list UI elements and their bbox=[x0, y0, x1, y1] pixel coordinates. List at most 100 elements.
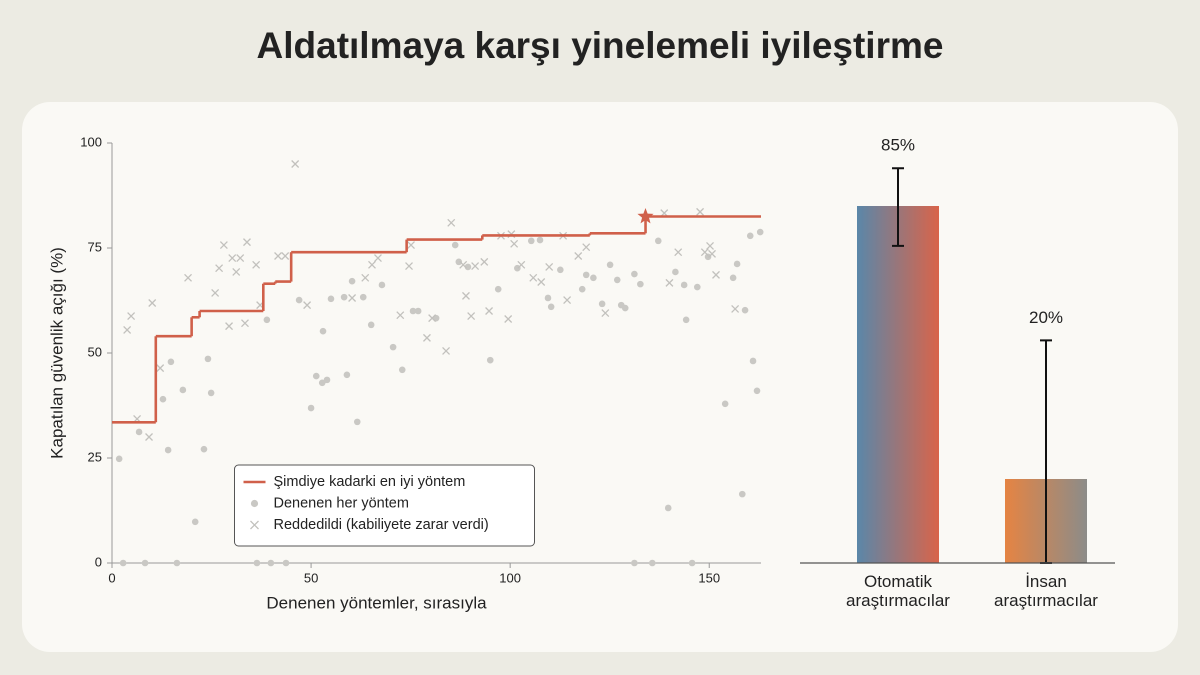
point bbox=[282, 559, 290, 567]
rejected-point bbox=[184, 273, 193, 282]
rejected-point bbox=[706, 241, 714, 250]
point bbox=[654, 237, 662, 245]
x-axis-label: Denenen yöntemler, sırasıyla bbox=[266, 593, 487, 612]
legend-swatch bbox=[250, 520, 259, 530]
rejected-point bbox=[545, 262, 554, 271]
rejected-point bbox=[281, 252, 290, 260]
point bbox=[664, 504, 672, 512]
rejected-point bbox=[731, 304, 740, 313]
point bbox=[494, 285, 502, 293]
point bbox=[359, 293, 367, 301]
point bbox=[323, 376, 331, 384]
point bbox=[319, 327, 327, 335]
error-bar bbox=[892, 167, 904, 247]
point bbox=[486, 356, 494, 364]
rejected-point bbox=[712, 270, 720, 279]
point bbox=[312, 372, 320, 380]
rejected-point bbox=[241, 319, 249, 328]
card bbox=[22, 102, 1178, 652]
point bbox=[738, 490, 746, 498]
rejected-point bbox=[517, 260, 526, 269]
rejected-point bbox=[348, 294, 357, 302]
rejected-point bbox=[145, 433, 153, 441]
point bbox=[348, 277, 356, 285]
point bbox=[704, 253, 712, 261]
point bbox=[295, 296, 303, 304]
point bbox=[536, 236, 544, 244]
rejected-point bbox=[462, 291, 470, 300]
rejected-point bbox=[529, 273, 538, 282]
rejected-point bbox=[374, 254, 382, 263]
point bbox=[746, 232, 754, 240]
rejected-point bbox=[665, 278, 674, 287]
rejected-point bbox=[485, 307, 494, 315]
point bbox=[631, 270, 638, 278]
point bbox=[693, 283, 701, 291]
rejected-point bbox=[674, 248, 683, 257]
x-tick-label: 100 bbox=[499, 570, 521, 585]
y-tick-label: 75 bbox=[88, 239, 102, 254]
point bbox=[141, 559, 149, 567]
rejected-point bbox=[563, 296, 572, 305]
legend-swatch bbox=[250, 499, 259, 508]
point bbox=[353, 418, 361, 426]
rejected-point bbox=[459, 260, 468, 269]
x-tick-label: 150 bbox=[698, 570, 720, 585]
rejected-point bbox=[291, 160, 300, 168]
category-label: Otomatik araştırmacılar bbox=[846, 572, 950, 610]
point bbox=[756, 228, 764, 236]
rejected-point bbox=[219, 241, 228, 250]
point bbox=[544, 294, 552, 302]
point bbox=[327, 295, 335, 303]
point bbox=[167, 358, 175, 366]
point bbox=[613, 276, 621, 284]
x-tick-label: 0 bbox=[108, 570, 115, 585]
point bbox=[414, 307, 422, 315]
best-star bbox=[637, 208, 654, 224]
rejected-point bbox=[252, 260, 261, 269]
rejected-point bbox=[361, 273, 370, 282]
point bbox=[721, 400, 729, 408]
point bbox=[253, 559, 261, 567]
point bbox=[173, 559, 181, 567]
point bbox=[191, 518, 199, 526]
rejected-point bbox=[232, 267, 241, 276]
rejected-point bbox=[442, 346, 451, 355]
point bbox=[637, 280, 644, 288]
rejected-point bbox=[696, 207, 705, 216]
rejected-point bbox=[303, 301, 312, 310]
point bbox=[682, 316, 690, 324]
point bbox=[389, 343, 397, 351]
rejected-point bbox=[471, 262, 480, 271]
point bbox=[729, 274, 737, 282]
point bbox=[631, 559, 638, 567]
page-title: Aldatılmaya karşı yinelemeli iyileştirme bbox=[257, 25, 944, 66]
point bbox=[409, 307, 417, 315]
rejected-point bbox=[274, 252, 282, 260]
x-tick-label: 50 bbox=[304, 570, 318, 585]
point bbox=[598, 300, 606, 308]
point bbox=[318, 379, 326, 387]
rejected-point bbox=[574, 252, 583, 260]
point bbox=[557, 266, 564, 274]
point bbox=[672, 268, 679, 276]
rejected-point bbox=[700, 248, 709, 257]
bar bbox=[857, 206, 939, 563]
point bbox=[547, 303, 555, 311]
rejected-point bbox=[211, 288, 220, 297]
rejected-point bbox=[127, 312, 136, 320]
point bbox=[753, 387, 761, 395]
y-tick-label: 50 bbox=[88, 344, 102, 359]
y-tick-label: 0 bbox=[95, 554, 102, 569]
point bbox=[115, 455, 123, 463]
point bbox=[340, 293, 348, 301]
rejected-point bbox=[601, 309, 610, 318]
point bbox=[606, 261, 614, 269]
point bbox=[527, 237, 535, 245]
point bbox=[164, 446, 172, 454]
point bbox=[159, 395, 167, 403]
rejected-point bbox=[228, 254, 237, 263]
rejected-point bbox=[422, 333, 431, 342]
rejected-point bbox=[236, 254, 245, 263]
